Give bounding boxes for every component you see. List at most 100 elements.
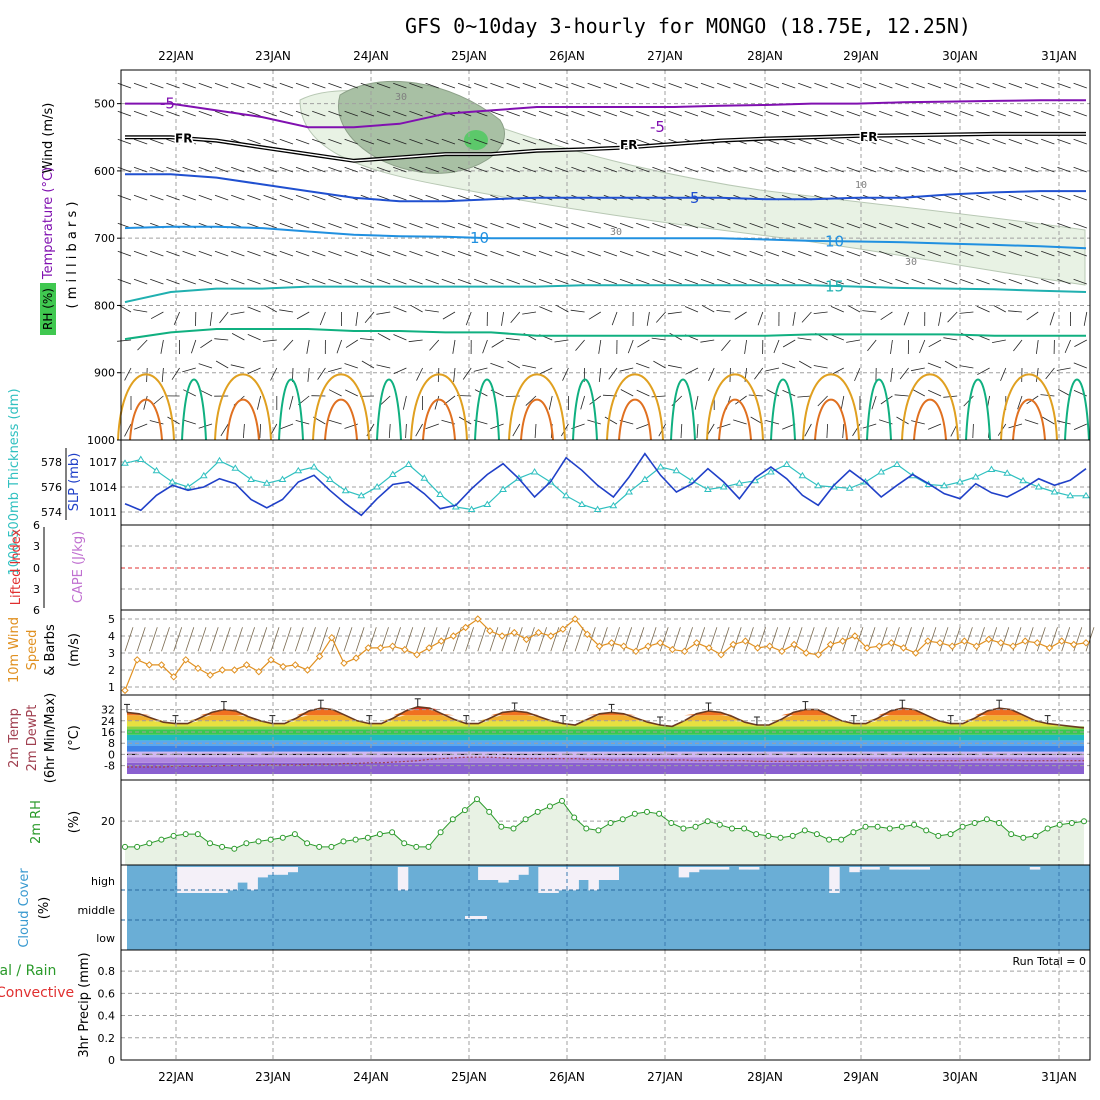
thickness-point	[593, 505, 602, 512]
rh-point	[194, 831, 201, 838]
rh-point	[729, 825, 735, 832]
isotherm-label: -5	[650, 118, 665, 136]
wind-barb	[214, 166, 229, 173]
wind-barb	[425, 194, 439, 201]
wind-barb	[408, 339, 423, 343]
wind-barb	[912, 389, 925, 397]
wind-barb	[522, 138, 537, 145]
wind-barb	[928, 389, 942, 397]
wind-barb	[1061, 627, 1071, 652]
wind-barb	[781, 362, 796, 369]
cool-contour	[474, 378, 500, 441]
wind-barb	[830, 627, 839, 652]
wind-barb	[355, 311, 359, 326]
wind-speed-point	[291, 661, 300, 669]
wind-barb	[846, 250, 861, 257]
rh-point	[983, 816, 990, 823]
wind-barb	[814, 250, 828, 257]
wind-barb	[701, 304, 715, 313]
wind-barb	[166, 166, 180, 173]
cloud-bar-high	[698, 867, 710, 870]
date-label: 26JAN	[549, 49, 585, 63]
wind-barb	[1056, 367, 1071, 371]
wind-barb	[279, 309, 294, 313]
thickness-point	[341, 486, 350, 494]
wind-barb	[684, 250, 699, 257]
wind-barb	[246, 627, 255, 652]
rh-contour-label: 30	[610, 227, 622, 238]
wind-barb	[117, 278, 132, 285]
wind-barb	[972, 423, 974, 439]
wind-barb	[603, 138, 618, 145]
wind-barb	[587, 250, 601, 257]
thickness-point	[877, 468, 886, 475]
wind-barb	[1058, 389, 1071, 397]
axis-label: Wind (m/s)	[41, 103, 56, 174]
wind-barb	[927, 250, 942, 257]
wind-barb	[1008, 194, 1023, 201]
y-tick-label: 600	[94, 165, 115, 178]
wind-barb	[798, 166, 812, 173]
thickness-point	[704, 485, 712, 492]
wind-barb	[588, 311, 602, 320]
wind-barb	[781, 222, 796, 229]
wind-barb	[1073, 110, 1087, 117]
wind-barb	[295, 194, 310, 201]
wind-barb	[360, 138, 375, 145]
rh-point	[498, 823, 505, 830]
wind-barb	[263, 138, 277, 145]
thickness-point	[672, 466, 681, 474]
wind-barb	[409, 82, 423, 89]
wind-barb	[733, 250, 747, 257]
wind-speed-point	[826, 640, 835, 649]
wind-barb	[846, 82, 861, 89]
wind-barb	[895, 250, 909, 257]
wind-barb	[976, 305, 990, 313]
y-tick-label: 1017	[89, 456, 117, 469]
wind-barb	[282, 627, 292, 652]
wind-barb	[636, 389, 650, 397]
cloud-bar-high	[919, 867, 930, 870]
wind-barb	[1074, 339, 1087, 347]
wind-barb	[603, 166, 618, 173]
wind-speed-point	[449, 632, 458, 640]
wind-barb	[668, 166, 682, 173]
wind-barb	[636, 362, 650, 369]
wind-barb	[636, 278, 650, 285]
y-tick-label: 0.6	[98, 987, 116, 1000]
top-date-axis: 22JAN 23JAN 24JAN 25JAN 26JAN 27JAN 28JAN 29JAN…	[158, 49, 1077, 63]
wind-barb	[911, 367, 925, 372]
wind-barb	[943, 166, 958, 173]
precip-legend-total: tal / Rain	[0, 963, 56, 979]
wind-barb	[831, 367, 844, 375]
wind-barb	[364, 311, 375, 324]
wind-barb	[215, 360, 229, 369]
rh-point	[304, 840, 311, 847]
wind-barb	[441, 278, 456, 285]
wind-barb	[257, 395, 261, 410]
wind-barb	[522, 110, 537, 117]
wind-barb	[137, 339, 148, 351]
date-label: 30JAN	[942, 1070, 978, 1084]
wind-barb	[1008, 250, 1023, 257]
wind-barb	[943, 110, 958, 117]
wind-speed-point	[595, 642, 604, 650]
thickness-point	[388, 470, 397, 477]
wind-barb	[279, 278, 294, 285]
wind-barb	[182, 250, 196, 257]
rh-point	[959, 823, 966, 830]
wind-barb	[766, 389, 780, 397]
wind-barb	[555, 250, 569, 257]
wind-barb	[198, 250, 213, 257]
axis-label: 1000-500mb Thickness (dm)	[7, 388, 22, 575]
wind-barb	[538, 222, 553, 229]
wind-barb	[571, 278, 585, 285]
rh-point	[182, 831, 189, 838]
wind-barb	[230, 364, 245, 369]
rh-point	[911, 821, 918, 828]
wind-barb	[1064, 339, 1071, 354]
wind-barb	[393, 250, 407, 257]
thickness-point	[373, 483, 381, 490]
wind-barb	[247, 306, 261, 313]
